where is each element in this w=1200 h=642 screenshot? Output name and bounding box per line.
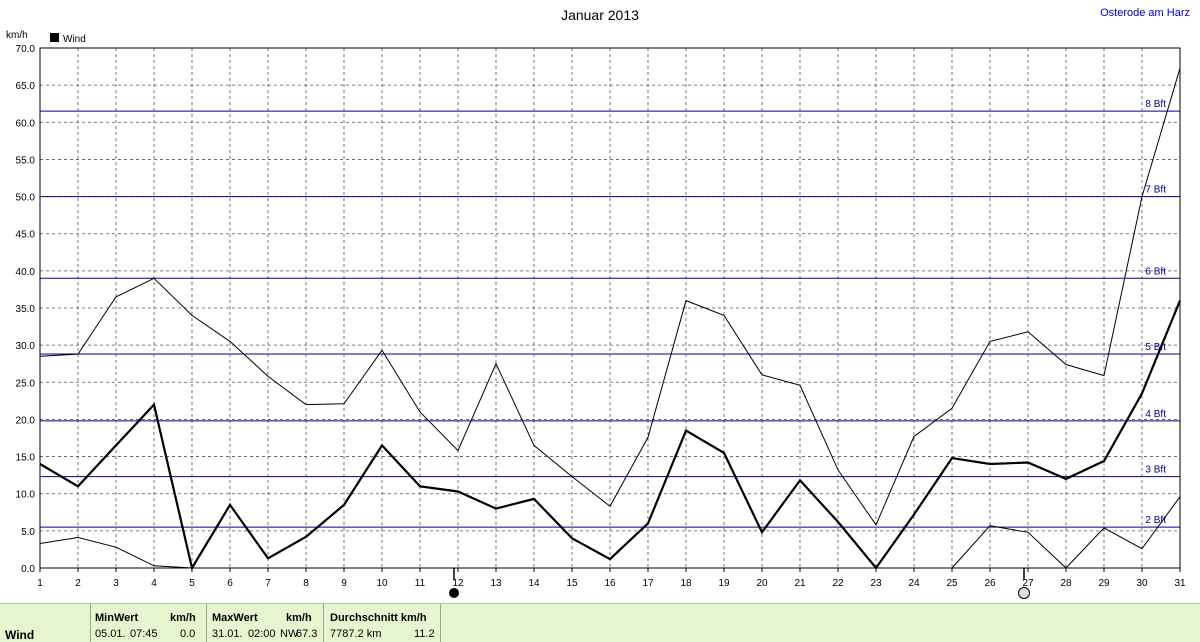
stats-divider [206, 604, 207, 642]
y-tick-label: 5.0 [21, 527, 35, 538]
beaufort-label: 6 Bft [1145, 266, 1166, 277]
legend-label: Wind [63, 34, 86, 45]
x-tick-label: 30 [1136, 578, 1148, 589]
beaufort-label: 2 Bft [1145, 515, 1166, 526]
x-tick-label: 15 [566, 578, 578, 589]
y-tick-label: 50.0 [16, 193, 36, 204]
y-tick-label: 55.0 [16, 155, 36, 166]
x-tick-label: 9 [341, 578, 347, 589]
y-tick-label: 15.0 [16, 453, 36, 464]
wind-chart: Januar 2013 Osterode am Harz km/h Wind 2… [6, 7, 1190, 599]
moon-phase-markers [449, 568, 1030, 599]
x-tick-label: 6 [227, 578, 233, 589]
legend-swatch [50, 33, 59, 42]
stats-row-label: Wind [5, 628, 35, 642]
x-tick-label: 29 [1098, 578, 1110, 589]
y-tick-label: 20.0 [16, 415, 36, 426]
max-header: MaxWert [212, 612, 258, 624]
min-unit-header: km/h [170, 612, 196, 624]
plot-frame [39, 47, 1181, 569]
min-value: 0.0 [180, 628, 196, 640]
y-tick-label: 40.0 [16, 267, 36, 278]
x-tick-label: 2 [75, 578, 81, 589]
beaufort-label: 7 Bft [1145, 185, 1166, 196]
min-header: MinWert [95, 612, 139, 624]
avg-value: 11.2 [414, 628, 435, 640]
new-moon-icon [449, 588, 459, 598]
x-tick-label: 23 [870, 578, 882, 589]
y-tick-label: 70.0 [16, 44, 36, 55]
x-tick-label: 17 [642, 578, 654, 589]
beaufort-label: 3 Bft [1145, 465, 1166, 476]
x-tick-labels: 1 2 3 4 5 6 7 8 9 10 11 12 13 14 15 16 17 18 19 20 21 22 23 24 2… [37, 568, 1186, 589]
series-line-3 [39, 496, 1181, 569]
max-time: 02:00 [248, 628, 276, 640]
stats-divider [440, 604, 441, 642]
x-tick-label: 26 [984, 578, 996, 589]
x-tick-label: 3 [113, 578, 119, 589]
x-tick-label: 10 [376, 578, 388, 589]
x-tick-label: 24 [908, 578, 920, 589]
avg-distance: 7787.2 km [330, 628, 382, 640]
y-tick-label: 25.0 [16, 378, 36, 389]
x-tick-label: 12 [452, 578, 464, 589]
x-tick-label: 19 [718, 578, 730, 589]
y-tick-label: 0.0 [21, 564, 35, 575]
location-label: Osterode am Harz [1100, 7, 1190, 19]
x-tick-label: 13 [490, 578, 502, 589]
avg-header: Durchschnitt km/h [330, 612, 427, 624]
x-tick-label: 18 [680, 578, 692, 589]
beaufort-label: 5 Bft [1145, 342, 1166, 353]
series-line-2 [39, 67, 1181, 526]
beaufort-lines: 2 Bft 3 Bft 4 Bft 5 Bft 6 Bft 7 Bft 8 Bft [40, 99, 1180, 528]
x-tick-label: 8 [303, 578, 309, 589]
x-tick-label: 25 [946, 578, 958, 589]
x-tick-label: 31 [1174, 578, 1186, 589]
max-value: 67.3 [296, 628, 318, 640]
min-time: 07:45 [130, 628, 158, 640]
y-tick-label: 30.0 [16, 341, 36, 352]
x-tick-label: 21 [794, 578, 806, 589]
x-tick-label: 5 [189, 578, 195, 589]
beaufort-label: 4 Bft [1145, 409, 1166, 420]
x-tick-label: 28 [1060, 578, 1072, 589]
y-tick-label: 60.0 [16, 118, 36, 129]
x-tick-label: 4 [151, 578, 157, 589]
x-tick-label: 16 [604, 578, 616, 589]
max-direction: NW [280, 628, 299, 640]
x-tick-label: 20 [756, 578, 768, 589]
series-line-wind [39, 300, 1182, 571]
min-date: 05.01. [95, 628, 126, 640]
y-axis-unit: km/h [6, 30, 28, 41]
x-tick-label: 1 [37, 578, 43, 589]
beaufort-label: 8 Bft [1145, 99, 1166, 110]
x-tick-label: 14 [528, 578, 540, 589]
x-tick-label: 22 [832, 578, 844, 589]
x-tick-label: 11 [415, 578, 426, 589]
max-unit-header: km/h [286, 612, 312, 624]
y-tick-label: 45.0 [16, 230, 36, 241]
stats-divider [90, 604, 91, 642]
y-tick-label: 35.0 [16, 304, 36, 315]
y-tick-labels: 0.0 5.0 10.0 15.0 20.0 25.0 30.0 35.0 40.0 45.0 50… [16, 44, 36, 575]
stats-panel: Wind MinWert km/h 05.01. 07:45 0.0 MaxWe… [0, 603, 1200, 642]
y-tick-label: 10.0 [16, 490, 36, 501]
x-tick-label: 7 [265, 578, 271, 589]
max-date: 31.01. [212, 628, 243, 640]
x-tick-label: 27 [1022, 578, 1034, 589]
chart-title: Januar 2013 [561, 7, 639, 23]
y-tick-label: 65.0 [16, 81, 36, 92]
full-moon-icon [1018, 587, 1030, 599]
grid [40, 48, 1180, 568]
stats-divider [323, 604, 324, 642]
